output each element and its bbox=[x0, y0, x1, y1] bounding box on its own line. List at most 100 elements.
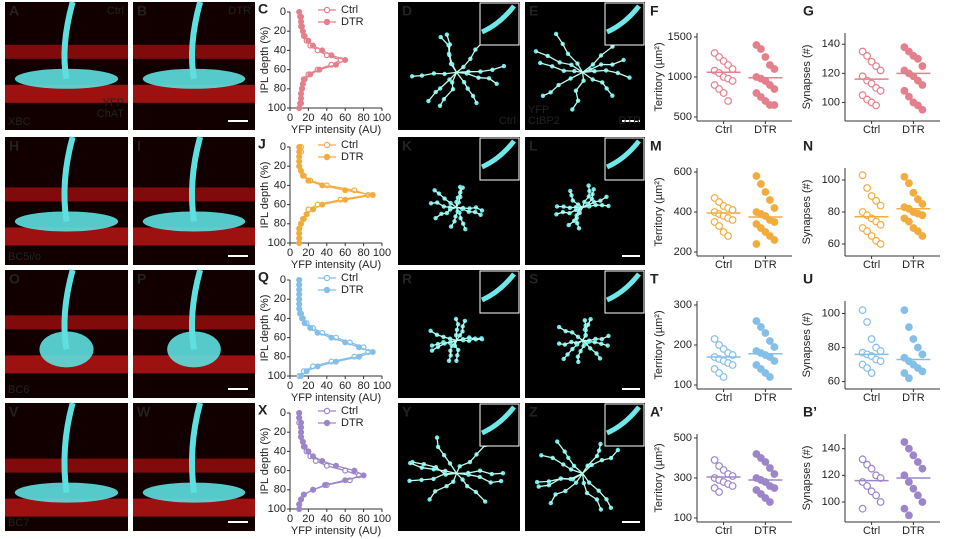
x-axis-label: YFP intensity (AU) bbox=[291, 392, 381, 404]
profile-point bbox=[319, 201, 326, 208]
data-point bbox=[872, 101, 880, 110]
profile-point bbox=[296, 286, 303, 293]
x-tick-label: 80 bbox=[357, 247, 369, 259]
legend-label: DTR bbox=[341, 16, 364, 28]
data-point bbox=[858, 91, 867, 100]
data-point bbox=[770, 484, 779, 492]
panel-letter: K bbox=[402, 138, 412, 154]
profile-point bbox=[356, 353, 363, 360]
panel-letter: G bbox=[803, 3, 814, 19]
cell-type: BC5i/o bbox=[8, 251, 41, 263]
panel-letter: F bbox=[650, 3, 659, 19]
panel-letter: V bbox=[9, 404, 19, 420]
data-point bbox=[867, 232, 876, 240]
y-tick-label: 100 bbox=[268, 237, 286, 249]
y-tick-label: 40 bbox=[274, 312, 286, 324]
panel-letter: C bbox=[258, 1, 268, 17]
data-point bbox=[761, 458, 770, 466]
data-point bbox=[858, 47, 867, 56]
branch bbox=[455, 318, 459, 341]
profile-point bbox=[296, 506, 303, 513]
data-point bbox=[863, 364, 871, 372]
data-point bbox=[905, 47, 913, 56]
panel-letter: Q bbox=[258, 269, 269, 285]
data-point bbox=[770, 218, 779, 226]
chat-band bbox=[5, 498, 128, 517]
y-axis-label: Synapses (#) bbox=[801, 446, 813, 511]
data-point bbox=[770, 236, 779, 244]
legend-marker bbox=[323, 419, 331, 427]
panel-letter: Z bbox=[529, 404, 538, 420]
legend-label: Ctrl bbox=[341, 405, 358, 417]
axon bbox=[61, 402, 76, 494]
branch bbox=[582, 339, 608, 347]
inset-branch bbox=[480, 405, 516, 436]
branch bbox=[435, 206, 457, 219]
profile-point bbox=[333, 358, 340, 365]
panel-letter: O bbox=[9, 271, 20, 287]
data-point bbox=[914, 491, 922, 500]
branch bbox=[412, 461, 457, 476]
data-point bbox=[905, 217, 913, 226]
data-point bbox=[715, 488, 723, 496]
y-tick-label: 100 bbox=[674, 512, 692, 524]
y-tick-label: 100 bbox=[822, 307, 840, 319]
y-tick-label: 0 bbox=[280, 274, 286, 286]
data-point bbox=[858, 306, 867, 315]
x-tick-label: 0 bbox=[287, 380, 293, 392]
profile-point bbox=[299, 172, 306, 179]
profile-point bbox=[369, 349, 376, 356]
profile-point bbox=[296, 501, 303, 508]
data-point bbox=[900, 504, 909, 513]
profile-point bbox=[299, 216, 306, 223]
profile-point bbox=[310, 206, 317, 213]
profile-point bbox=[356, 344, 363, 351]
branch bbox=[582, 318, 592, 341]
data-point bbox=[863, 482, 871, 490]
panel-letter: L bbox=[529, 138, 538, 154]
data-point bbox=[900, 172, 909, 181]
branch bbox=[582, 59, 624, 74]
profile-point bbox=[298, 419, 305, 426]
branch bbox=[556, 441, 584, 474]
y-tick-label: 100 bbox=[822, 174, 840, 186]
panel-letter: X bbox=[258, 402, 268, 418]
y-tick-label: 20 bbox=[274, 426, 286, 438]
inset-branch bbox=[605, 139, 641, 170]
branch bbox=[456, 71, 498, 85]
profile-point bbox=[298, 220, 305, 227]
data-point bbox=[905, 323, 913, 332]
x-tick-label: DTR bbox=[902, 392, 925, 404]
data-point bbox=[757, 45, 765, 53]
data-point bbox=[724, 232, 732, 240]
data-point bbox=[918, 200, 927, 208]
branch bbox=[436, 437, 458, 474]
data-point bbox=[728, 361, 737, 369]
branch bbox=[540, 62, 583, 74]
data-point bbox=[728, 482, 737, 490]
profile-point bbox=[296, 163, 303, 170]
axon bbox=[61, 1, 76, 80]
y-tick-label: 80 bbox=[274, 351, 286, 363]
profile-point bbox=[296, 225, 303, 232]
branch bbox=[412, 71, 457, 77]
image-label: DTR bbox=[228, 5, 251, 17]
data-point bbox=[858, 171, 867, 180]
branch bbox=[456, 472, 486, 503]
profile-point bbox=[305, 37, 312, 44]
profile-point bbox=[298, 168, 305, 175]
x-tick-label: 40 bbox=[321, 112, 333, 124]
profile-point bbox=[351, 467, 358, 474]
profile-point bbox=[303, 368, 310, 375]
data-point bbox=[876, 347, 885, 355]
profile-point bbox=[299, 28, 306, 35]
y-tick-label: 140 bbox=[822, 38, 840, 50]
x-tick-label: Ctrl bbox=[715, 259, 732, 271]
data-point bbox=[914, 195, 922, 204]
y-tick-label: 80 bbox=[274, 83, 286, 95]
profile-point bbox=[296, 235, 303, 242]
axon bbox=[61, 136, 76, 222]
x-tick-label: DTR bbox=[902, 124, 925, 136]
data-point bbox=[918, 367, 927, 376]
data-point bbox=[905, 92, 913, 101]
